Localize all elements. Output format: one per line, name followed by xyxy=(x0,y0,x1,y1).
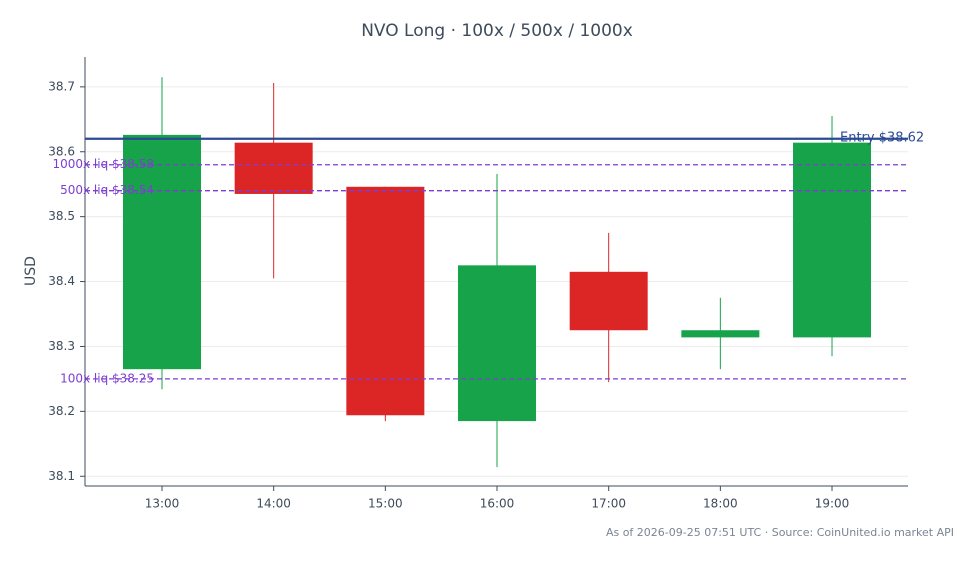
x-tick-label: 18:00 xyxy=(703,497,738,511)
y-tick-label: 38.6 xyxy=(48,144,75,158)
chart-title: NVO Long · 100x / 500x / 1000x xyxy=(361,21,633,41)
candle-body xyxy=(346,186,425,416)
x-tick-label: 19:00 xyxy=(815,497,850,511)
y-tick-label: 38.4 xyxy=(48,274,75,288)
candle-body xyxy=(569,271,648,331)
x-tick-label: 13:00 xyxy=(145,497,180,511)
x-tick-label: 15:00 xyxy=(368,497,403,511)
liquidation-label: 1000x liq $38.58 xyxy=(52,157,154,171)
y-tick-label: 38.7 xyxy=(48,79,75,93)
y-tick-label: 38.3 xyxy=(48,339,75,353)
liquidation-label: 100x liq $38.25 xyxy=(60,371,154,385)
y-axis-label: USD xyxy=(23,256,39,286)
liquidation-label: 500x liq $38.54 xyxy=(60,183,154,197)
y-tick-label: 38.1 xyxy=(48,469,75,483)
y-tick-label: 38.5 xyxy=(48,209,75,223)
x-tick-label: 16:00 xyxy=(480,497,515,511)
x-tick-label: 14:00 xyxy=(256,497,291,511)
candle-body xyxy=(458,265,537,422)
x-tick-label: 17:00 xyxy=(591,497,626,511)
candle-body xyxy=(793,142,872,338)
entry-label: Entry $38.62 xyxy=(840,130,924,145)
candle-body xyxy=(123,134,201,370)
candle-body xyxy=(681,330,760,338)
y-tick-label: 38.2 xyxy=(48,404,75,418)
footer: As of 2026-09-25 07:51 UTC · Source: Coi… xyxy=(606,526,954,539)
candle-body xyxy=(234,142,313,194)
